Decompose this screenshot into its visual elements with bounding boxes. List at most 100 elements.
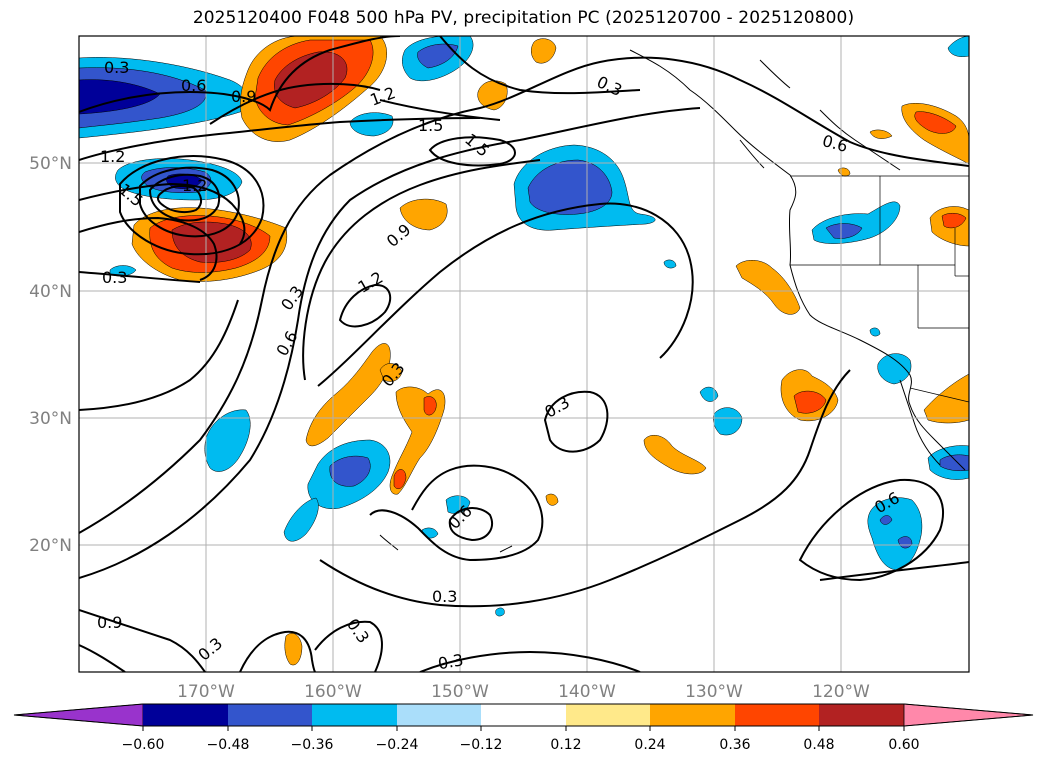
state-borders [790,175,969,403]
lon-label-170w: 170°W [177,682,235,702]
precip-area [423,396,437,416]
pv-contour [239,630,316,672]
precip-area [284,633,303,666]
pv-contour [79,609,206,672]
pv-contour [79,216,218,281]
pv-contour [139,166,240,238]
contour-label: 0.9 [97,613,122,632]
colorbar-segment [819,704,904,726]
precip-area [329,455,371,487]
precip-area [393,469,407,489]
colorbar-extend-min [13,703,144,727]
precip-area [877,353,912,385]
pv-contour [156,185,202,214]
colorbar-tick-label: 0.48 [803,737,834,753]
colorbar-tick-label: 0.24 [634,737,665,753]
coastline [759,59,791,89]
precip-area [867,497,923,571]
colorbar-segment [481,704,566,726]
border [909,387,969,403]
colorbar-tick-label: −0.48 [207,737,250,753]
precip-area [379,363,403,382]
colorbar: −0.60 −0.48 −0.36 −0.24 −0.12 0.12 0.24 … [13,703,1034,753]
contour-label: 1.2 [100,147,125,166]
precip-area [531,38,557,64]
pv-contour [419,650,641,672]
colorbar-segment [735,704,819,726]
colorbar-segment [397,704,481,726]
lon-label-130w: 130°W [685,682,743,702]
precip-area [274,51,348,109]
precip-area [643,434,707,475]
precip-area [869,129,893,139]
precip-area [941,213,967,229]
lon-label-120w: 120°W [812,682,870,702]
colorbar-segment [650,704,735,726]
colorbar-segment [143,704,228,726]
precip-area [495,607,505,617]
precip-area [477,80,508,111]
colorbar-segment [228,704,312,726]
colorbar-tick-label: 0.60 [888,737,919,753]
precip-area [349,112,394,137]
pv-contour [79,117,481,161]
colorbar-tick-label: 0.12 [550,737,581,753]
plot-background [79,36,969,672]
pv-contour [317,202,694,387]
longitude-labels: 170°W 160°W 150°W 140°W 130°W 120°W [177,682,870,702]
pv-contour [819,561,969,581]
pv-contour [119,155,265,256]
pv-contour [302,159,541,381]
precip-area [417,43,459,69]
pv-contour [439,36,641,95]
plot-area: 0.3 0.6 0.9 1.2 1.5 0.3 1.2 1.2 1.5 1.5 … [79,36,969,673]
precip-area [869,327,881,337]
lat-label-40n: 40°N [29,282,72,302]
precip-area [171,221,252,263]
precip-area [305,343,391,447]
contour-label: 0.3 [102,268,127,287]
coastline [819,109,901,171]
lon-label-160w: 160°W [304,682,362,702]
precip-area [879,515,893,525]
coastline [379,534,399,551]
precip-area [399,198,448,231]
coastline [899,379,941,466]
pv-contours [79,36,969,672]
colorbar-ticks [142,726,905,731]
colorbar-tick-label: 0.36 [719,737,750,753]
coastline [499,545,513,553]
pv-contour [379,99,501,121]
pv-contour [79,36,401,113]
colorbar-segment [312,704,397,726]
contour-label: 0.3 [432,587,457,606]
pv-contour [798,478,945,582]
pv-contour [428,136,516,167]
lat-label-30n: 30°N [29,409,72,429]
map-frame [78,35,970,673]
contour-label: 0.9 [231,87,256,106]
colorbar-extend-max [903,703,1034,727]
precip-area [545,493,559,506]
colorbar-tick-label: −0.12 [460,737,503,753]
coastline [739,139,765,169]
colorbar-segment [566,704,650,726]
contour-label: 0.6 [181,76,206,95]
contour-label: 1.5 [418,116,443,135]
pv-contour [338,283,392,328]
lon-label-150w: 150°W [431,682,489,702]
precip-area [283,497,319,542]
contour-label: 0.3 [436,650,464,673]
colorbar-tick-label: −0.24 [376,737,419,753]
contour-label: 1.2 [182,176,207,195]
precip-area [793,390,827,414]
pv-contour [543,390,609,453]
latitude-labels: 50°N 40°N 30°N 20°N [29,154,72,556]
pv-contour [448,507,493,542]
pv-contour [79,644,126,672]
pv-contour [209,82,381,125]
colorbar-tick-label: −0.60 [122,737,165,753]
precip-area [914,111,957,134]
colorbar-tick-label: −0.36 [291,737,334,753]
